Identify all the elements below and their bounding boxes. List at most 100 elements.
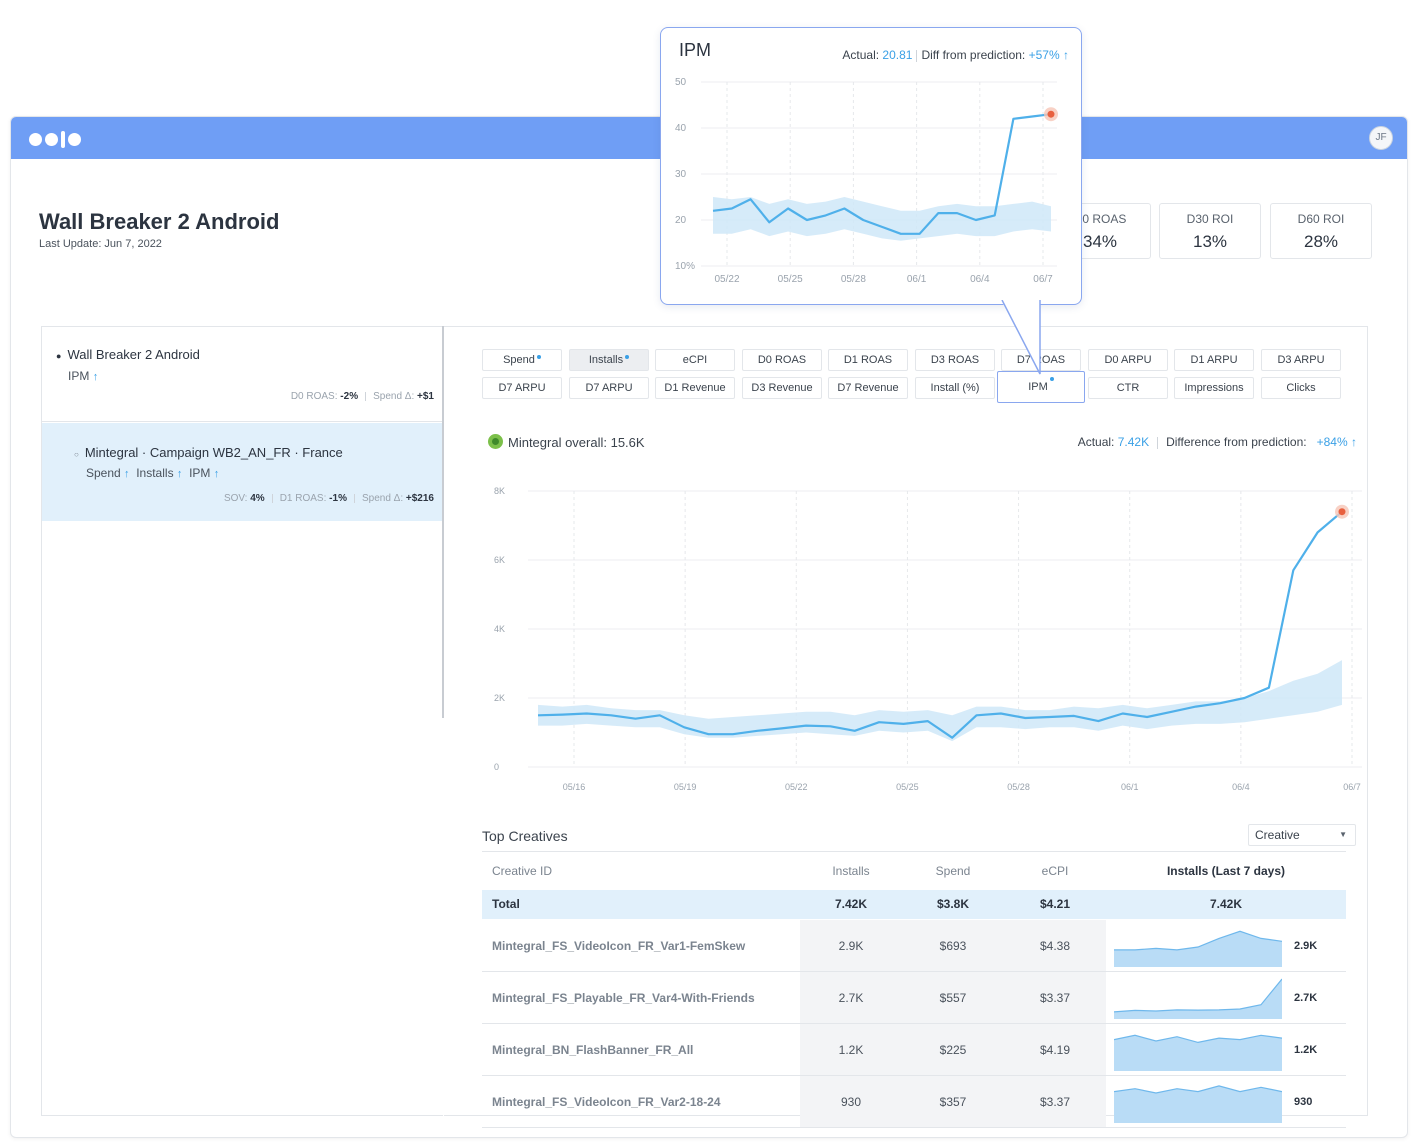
- y-tick-label: 8K: [494, 486, 505, 496]
- latest-point: [1338, 508, 1346, 516]
- table-row[interactable]: Mintegral_FS_VideoIcon_FR_Var1-FemSkew 2.…: [482, 919, 1346, 972]
- metric-chip-ctr[interactable]: CTR: [1088, 377, 1168, 399]
- total-installs: 7.42K: [800, 889, 902, 920]
- sparkline-line: [1113, 1084, 1283, 1094]
- app-logo[interactable]: [29, 131, 81, 149]
- tree-item-campaign[interactable]: ○ Mintegral · Campaign WB2_AN_FR · France…: [42, 423, 444, 521]
- metric-chip-clicks[interactable]: Clicks: [1261, 377, 1341, 399]
- total-spend: $3.8K: [902, 889, 1004, 920]
- arrow-up-icon: ↑: [1063, 48, 1069, 62]
- y-tick-label: 30: [675, 169, 687, 180]
- selected-dot-icon: [536, 355, 541, 359]
- column-header[interactable]: Installs: [800, 851, 902, 890]
- x-tick-label: 06/7: [1343, 782, 1361, 792]
- tree-item-stats: D0 ROAS: -2% Spend Δ: +$1: [290, 391, 434, 402]
- tree-item-app[interactable]: ● Wall Breaker 2 Android IPM ↑ D0 ROAS: -…: [42, 327, 444, 422]
- installs-sparkline: [1113, 1084, 1283, 1123]
- table-header-row: Creative ID Installs Spend eCPI Installs…: [482, 851, 1346, 890]
- metric-chip-d7-arpu[interactable]: D7 ARPU: [482, 377, 562, 399]
- caret-down-icon: ▼: [1339, 830, 1347, 839]
- x-tick-label: 06/1: [907, 274, 927, 285]
- metric-chip-installs[interactable]: Installs: [569, 349, 649, 371]
- tree-item-metrics: Spend ↑ Installs ↑ IPM ↑: [86, 466, 220, 480]
- metric-chip-d7-roas[interactable]: D7 ROAS: [1001, 349, 1081, 371]
- popup-actual-vs-prediction: Actual: 20.81 Diff from prediction: +57% …: [842, 48, 1069, 62]
- popup-title: IPM: [679, 40, 712, 60]
- metric-chip-d1-revenue[interactable]: D1 Revenue: [655, 377, 735, 399]
- ecpi-cell: $4.19: [1004, 1023, 1106, 1076]
- metric-chip-d3-roas[interactable]: D3 ROAS: [915, 349, 995, 371]
- metric-chip-d1-roas[interactable]: D1 ROAS: [828, 349, 908, 371]
- tree-item-title: ● Wall Breaker 2 Android: [56, 347, 200, 362]
- ecpi-cell: $3.37: [1004, 1075, 1106, 1128]
- mintegral-logo-icon: [488, 434, 503, 449]
- column-header[interactable]: eCPI: [1004, 851, 1106, 890]
- sparkline-line: [1114, 930, 1283, 951]
- metric-chip-d0-roas[interactable]: D0 ROAS: [742, 349, 822, 371]
- prediction-band: [713, 197, 1051, 241]
- x-tick-label: 06/7: [1033, 274, 1053, 285]
- column-header[interactable]: Creative ID: [482, 851, 800, 890]
- y-tick-label: 6K: [494, 555, 505, 565]
- spend-cell: $357: [902, 1075, 1004, 1128]
- x-tick-label: 05/19: [674, 782, 697, 792]
- sparkline-cell: 2.7K: [1106, 971, 1346, 1024]
- tree-item-metrics: IPM ↑: [68, 369, 99, 383]
- creative-id-cell: Mintegral_FS_Playable_FR_Var4-With-Frien…: [482, 971, 800, 1024]
- kpi-label: D0 ROAS: [1073, 212, 1127, 226]
- selected-dot-icon: [1049, 377, 1054, 381]
- sparkline-area: [1114, 1034, 1282, 1071]
- installs-cell: 1.2K: [800, 1023, 902, 1076]
- metric-chip-d1-arpu[interactable]: D1 ARPU: [1174, 349, 1254, 371]
- table-row[interactable]: Mintegral_FS_Playable_FR_Var4-With-Frien…: [482, 971, 1346, 1024]
- top-creatives-table: Creative ID Installs Spend eCPI Installs…: [482, 851, 1346, 1128]
- metric-chip-impressions[interactable]: Impressions: [1174, 377, 1254, 399]
- installs-sparkline: [1113, 978, 1283, 1019]
- kpi-card-d60-roi: D60 ROI 28%: [1270, 203, 1372, 259]
- metric-chip-d0-arpu[interactable]: D0 ARPU: [1088, 349, 1168, 371]
- x-tick-label: 06/4: [970, 274, 990, 285]
- page-title: Wall Breaker 2 Android: [39, 209, 280, 234]
- metric-chip-d3-revenue[interactable]: D3 Revenue: [742, 377, 822, 399]
- metric-chip-install[interactable]: Install (%): [915, 377, 995, 399]
- y-tick-label: 50: [675, 77, 687, 88]
- metric-chip-ecpi[interactable]: eCPI: [655, 349, 735, 371]
- kpi-value: 34%: [1082, 232, 1118, 251]
- column-header[interactable]: Installs (Last 7 days): [1106, 851, 1346, 890]
- metric-chip-ipm[interactable]: IPM: [997, 371, 1085, 403]
- latest-point: [1047, 110, 1055, 118]
- user-avatar[interactable]: JF: [1369, 126, 1393, 150]
- installs-sparkline: [1113, 1034, 1283, 1071]
- sparkline-area: [1114, 1085, 1282, 1123]
- chart-header: Mintegral overall: 15.6K: [488, 434, 645, 450]
- y-tick-label: 4K: [494, 624, 505, 634]
- installs-cell: 930: [800, 1075, 902, 1128]
- y-tick-label: 2K: [494, 693, 505, 703]
- x-tick-label: 06/4: [1232, 782, 1250, 792]
- last7-value: 2.9K: [1294, 939, 1318, 952]
- metric-chip-d7-revenue[interactable]: D7 Revenue: [828, 377, 908, 399]
- x-tick-label: 05/16: [563, 782, 586, 792]
- x-tick-label: 06/1: [1121, 782, 1139, 792]
- sparkline-cell: 2.9K: [1106, 919, 1346, 972]
- metric-chip-d3-arpu[interactable]: D3 ARPU: [1261, 349, 1341, 371]
- sparkline-area: [1114, 978, 1282, 1019]
- metric-panel: Spend Installs eCPI D0 ROAS D1 ROAS D3 ROAS D7…: [444, 326, 1368, 1128]
- column-header[interactable]: Spend: [902, 851, 1004, 890]
- kpi-value: 28%: [1303, 232, 1339, 251]
- y-tick-label: 40: [675, 123, 687, 134]
- panel-resize-handle[interactable]: [442, 326, 444, 718]
- creative-id-cell: Mintegral_BN_FlashBanner_FR_All: [482, 1023, 800, 1076]
- tree-item-stats: SOV: 4% D1 ROAS: -1% Spend Δ: +$216: [223, 493, 434, 504]
- kpi-label: D30 ROI: [1186, 212, 1234, 226]
- x-tick-label: 05/28: [1007, 782, 1030, 792]
- group-by-select[interactable]: Creative ▼: [1248, 824, 1356, 846]
- table-row[interactable]: Mintegral_FS_VideoIcon_FR_Var2-18-24 930 $…: [482, 1075, 1346, 1128]
- table-total-row: Total 7.42K $3.8K $4.21 7.42K: [482, 889, 1346, 920]
- spend-cell: $225: [902, 1023, 1004, 1076]
- metric-chip-spend[interactable]: Spend: [482, 349, 562, 371]
- sparkline-line: [1113, 1034, 1283, 1043]
- installs-sparkline: [1114, 930, 1283, 967]
- metric-chip-d7-arpu[interactable]: D7 ARPU: [569, 377, 649, 399]
- table-row[interactable]: Mintegral_BN_FlashBanner_FR_All 1.2K $225 $…: [482, 1023, 1346, 1076]
